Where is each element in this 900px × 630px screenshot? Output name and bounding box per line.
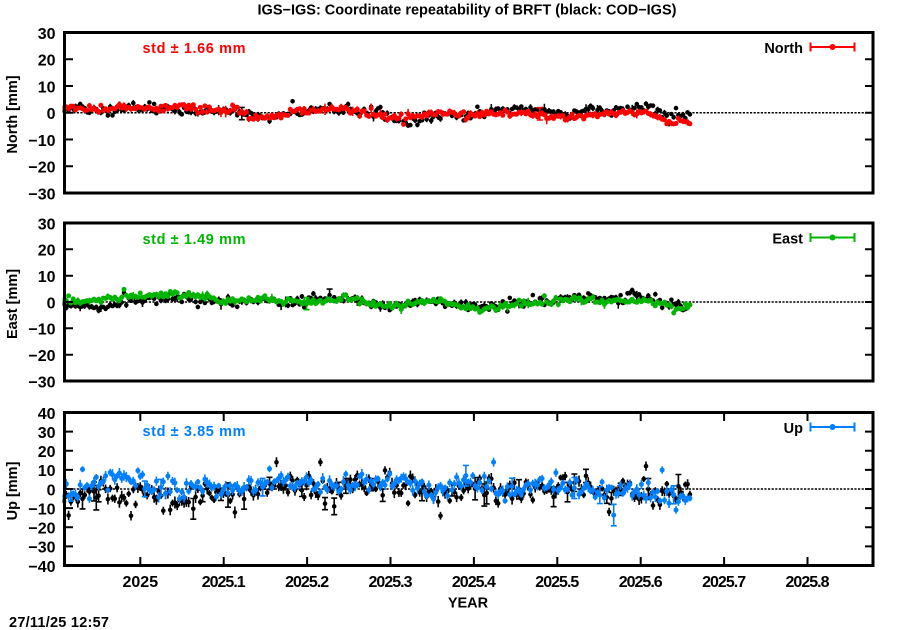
svg-text:10: 10 [38,463,56,480]
svg-text:30: 30 [38,216,56,233]
svg-text:−20: −20 [28,160,55,177]
svg-text:2025.6: 2025.6 [619,574,663,591]
svg-text:−20: −20 [28,348,55,365]
svg-text:20: 20 [38,444,56,461]
svg-text:30: 30 [38,26,56,43]
svg-text:0: 0 [47,106,56,123]
svg-text:North [mm]: North [mm] [5,75,21,153]
svg-text:2025.4: 2025.4 [452,574,496,591]
svg-text:−10: −10 [28,133,55,150]
svg-text:−30: −30 [28,540,55,557]
svg-text:East [mm]: East [mm] [5,269,21,339]
svg-text:2025.1: 2025.1 [202,574,246,591]
svg-text:2025.2: 2025.2 [285,574,329,591]
svg-text:−20: −20 [28,521,55,538]
svg-text:20: 20 [38,243,56,260]
svg-text:10: 10 [38,79,56,96]
svg-text:2025.7: 2025.7 [702,574,746,591]
svg-text:std ± 3.85 mm: std ± 3.85 mm [143,424,246,440]
svg-text:North: North [764,41,803,57]
svg-text:IGS−IGS: Coordinate repeatabil: IGS−IGS: Coordinate repeatability of BRF… [258,3,677,19]
svg-text:−10: −10 [28,322,55,339]
svg-text:0: 0 [47,295,56,312]
svg-text:30: 30 [38,425,56,442]
svg-text:2025.8: 2025.8 [786,574,830,591]
svg-text:−40: −40 [28,559,55,576]
svg-text:Up [mm]: Up [mm] [5,461,21,520]
svg-text:0: 0 [47,482,56,499]
svg-text:Up: Up [784,421,803,437]
svg-text:40: 40 [38,406,56,423]
svg-text:20: 20 [38,53,56,70]
svg-text:−30: −30 [28,186,55,203]
svg-text:10: 10 [38,269,56,286]
svg-text:−30: −30 [28,374,55,391]
svg-text:YEAR: YEAR [448,596,489,612]
svg-text:std ± 1.66 mm: std ± 1.66 mm [143,41,246,57]
svg-text:2025: 2025 [123,574,159,591]
svg-text:std ± 1.49 mm: std ± 1.49 mm [143,232,246,248]
svg-text:−10: −10 [28,501,55,518]
svg-text:East: East [772,231,803,247]
svg-text:2025.3: 2025.3 [369,574,413,591]
svg-text:27/11/25 12:57: 27/11/25 12:57 [9,615,109,630]
svg-text:2025.5: 2025.5 [535,574,579,591]
